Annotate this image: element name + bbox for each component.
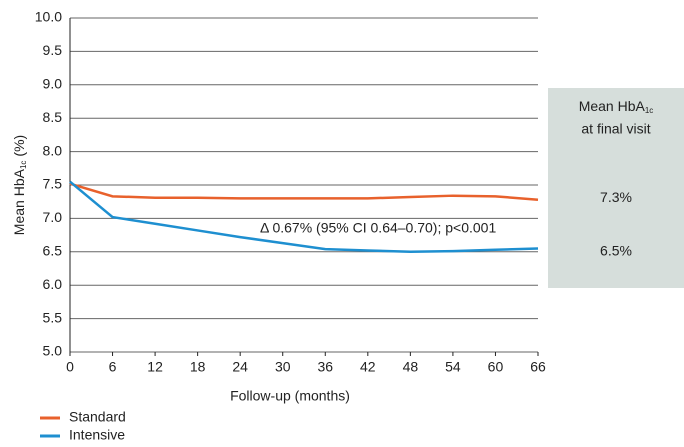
y-tick-label: 5.5 [43, 309, 63, 325]
x-tick-label: 30 [275, 359, 291, 375]
x-tick-label: 54 [445, 359, 461, 375]
final-visit-title-rest: at final visit [581, 121, 650, 137]
x-tick-label: 42 [360, 359, 376, 375]
x-tick-label: 36 [317, 359, 333, 375]
legend-label: Standard [69, 409, 126, 425]
final-visit-title: Mean HbA1c [579, 98, 654, 115]
y-tick-label: 7.0 [43, 209, 63, 225]
line-series [69, 180, 539, 254]
x-axis-title: Follow-up (months) [230, 388, 350, 404]
x-tick-label: 6 [109, 359, 117, 375]
y-tick-label: 6.0 [43, 276, 63, 292]
y-tick-label: 9.0 [43, 76, 63, 92]
y-tick-label: 10.0 [35, 9, 62, 25]
title-sub: 1c [645, 106, 653, 115]
x-tick-label: 18 [190, 359, 206, 375]
legend-label: Intensive [69, 427, 125, 443]
x-tick-label: 48 [403, 359, 419, 375]
line-series [69, 182, 539, 201]
title-main: Mean HbA [579, 98, 646, 114]
x-tick-label: 0 [66, 359, 74, 375]
y-tick-label: 7.5 [43, 176, 63, 192]
y-tick-label: 8.0 [43, 142, 63, 158]
final-visit-value: 6.5% [600, 243, 632, 259]
y-tick-label: 5.0 [43, 343, 63, 359]
y-axis-title: Mean HbA1c (%) [11, 135, 28, 235]
x-tick-label: 66 [530, 359, 546, 375]
ylabel-unit: (%) [11, 135, 27, 157]
y-tick-label: 8.5 [43, 109, 63, 125]
y-tick-label: 9.5 [43, 42, 63, 58]
final-visit-value: 7.3% [600, 189, 632, 205]
x-tick-label: 12 [147, 359, 163, 375]
final-visit-box [548, 88, 684, 288]
x-tick-label: 60 [488, 359, 504, 375]
ylabel-main: Mean HbA [11, 168, 27, 235]
y-tick-label: 6.5 [43, 243, 63, 259]
annotation: Δ 0.67% (95% CI 0.64–0.70); p<0.001 [260, 220, 496, 236]
ylabel-sub: 1c [19, 161, 28, 169]
x-tick-label: 24 [232, 359, 248, 375]
